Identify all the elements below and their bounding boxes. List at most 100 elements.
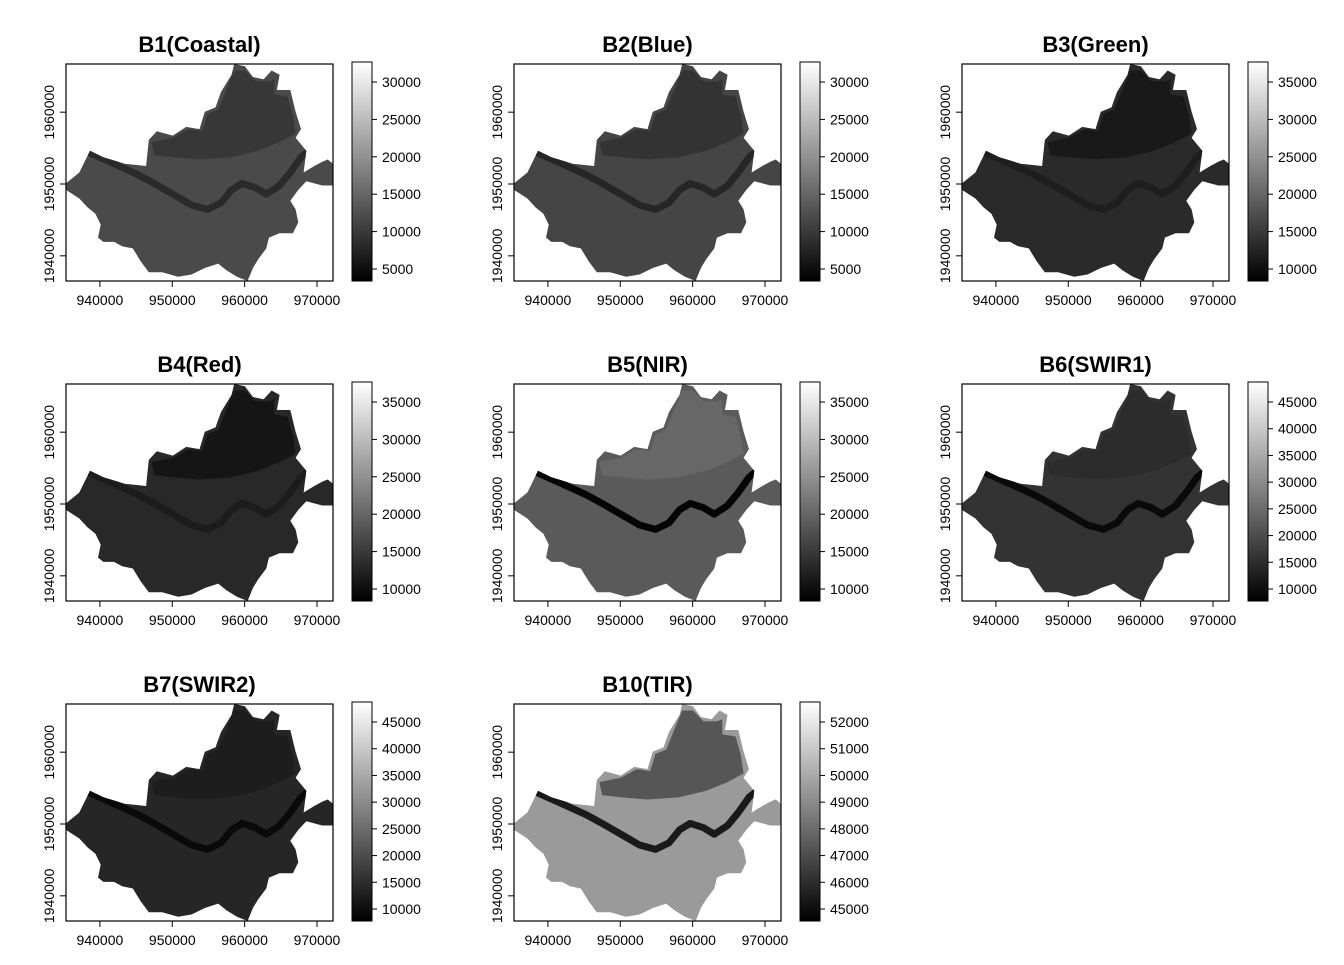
colorbar-label: 25000: [382, 821, 421, 837]
colorbar-label: 15000: [382, 544, 421, 560]
y-tick-label: 1950000: [489, 157, 505, 212]
colorbar-label: 52000: [830, 714, 869, 730]
x-tick-label: 970000: [742, 612, 789, 628]
y-tick-label: 1960000: [937, 85, 953, 140]
band-panel: B6(SWIR1) 940000 950000 960000 970000 1940000…: [937, 352, 1317, 628]
panel-title: B5(NIR): [607, 352, 688, 377]
colorbar-label: 10000: [382, 901, 421, 917]
colorbar: [1247, 381, 1269, 602]
colorbar-label: 5000: [830, 261, 861, 277]
raster-river: [982, 467, 1209, 533]
raster-north-region: [599, 390, 744, 480]
x-tick-label: 960000: [669, 612, 716, 628]
raster-detail: [982, 70, 1209, 213]
raster-detail: [534, 70, 761, 213]
colorbar-label: 30000: [382, 431, 421, 447]
colorbar-label: 20000: [382, 848, 421, 864]
x-tick-label: 970000: [294, 932, 341, 948]
y-tick-label: 1960000: [489, 725, 505, 780]
colorbar-label: 10000: [1278, 581, 1317, 597]
x-tick-label: 970000: [1190, 612, 1237, 628]
colorbar-label: 20000: [382, 149, 421, 165]
colorbar-label: 20000: [382, 506, 421, 522]
colorbar-label: 25000: [1278, 501, 1317, 517]
colorbar-label: 15000: [1278, 554, 1317, 570]
band-panel: B1(Coastal) 940000 950000 960000 970000 19400…: [41, 32, 421, 308]
x-tick-label: 970000: [294, 612, 341, 628]
plot-frame: [513, 383, 782, 602]
colorbar-label: 48000: [830, 821, 869, 837]
colorbar-label: 20000: [830, 149, 869, 165]
x-tick-label: 940000: [77, 932, 124, 948]
y-tick-label: 1960000: [41, 725, 57, 780]
colorbar-label: 49000: [830, 794, 869, 810]
colorbar-label: 35000: [830, 394, 869, 410]
colorbar: [799, 61, 821, 282]
y-tick-label: 1950000: [489, 797, 505, 852]
colorbar: [1247, 61, 1269, 282]
y-tick-label: 1940000: [937, 548, 953, 603]
y-tick-label: 1950000: [489, 477, 505, 532]
raster-north-region: [151, 70, 296, 160]
colorbar-label: 40000: [382, 741, 421, 757]
panel-title: B3(Green): [1042, 32, 1148, 57]
colorbar: [799, 381, 821, 602]
x-tick-label: 970000: [1190, 292, 1237, 308]
plot-frame: [513, 703, 782, 922]
colorbar: [351, 701, 373, 922]
y-tick-label: 1950000: [41, 157, 57, 212]
colorbar-label: 25000: [830, 469, 869, 485]
panel-title: B1(Coastal): [138, 32, 260, 57]
band-panel: B7(SWIR2) 940000 950000 960000 970000 1940000…: [41, 672, 421, 948]
colorbar: [351, 61, 373, 282]
x-tick-label: 960000: [669, 292, 716, 308]
plot-frame: [513, 63, 782, 282]
colorbar-label: 25000: [830, 111, 869, 127]
y-tick-label: 1960000: [489, 85, 505, 140]
plot-frame: [65, 63, 334, 282]
y-tick-label: 1950000: [41, 477, 57, 532]
x-tick-label: 950000: [1045, 292, 1092, 308]
colorbar-label: 30000: [382, 794, 421, 810]
colorbar-label: 30000: [1278, 474, 1317, 490]
x-tick-label: 950000: [597, 612, 644, 628]
y-tick-label: 1960000: [937, 405, 953, 460]
plot-frame: [961, 383, 1230, 602]
raster-north-region: [599, 70, 744, 160]
y-tick-label: 1940000: [489, 868, 505, 923]
colorbar-label: 30000: [382, 74, 421, 90]
y-tick-label: 1960000: [41, 85, 57, 140]
x-tick-label: 940000: [525, 932, 572, 948]
panel-title: B6(SWIR1): [1039, 352, 1151, 377]
raster-river: [86, 787, 313, 853]
colorbar-label: 35000: [1278, 74, 1317, 90]
colorbar-label: 10000: [1278, 261, 1317, 277]
x-tick-label: 940000: [973, 292, 1020, 308]
y-tick-label: 1950000: [41, 797, 57, 852]
x-tick-label: 940000: [525, 612, 572, 628]
y-tick-label: 1950000: [937, 477, 953, 532]
x-tick-label: 940000: [973, 612, 1020, 628]
colorbar: [351, 381, 373, 602]
raster-river: [86, 147, 313, 213]
panel-title: B4(Red): [157, 352, 241, 377]
colorbar: [799, 701, 821, 922]
colorbar-label: 10000: [830, 224, 869, 240]
y-tick-label: 1940000: [41, 548, 57, 603]
x-tick-label: 960000: [221, 612, 268, 628]
colorbar-label: 46000: [830, 874, 869, 890]
colorbar-label: 20000: [1278, 528, 1317, 544]
x-tick-label: 960000: [1117, 292, 1164, 308]
colorbar-label: 15000: [1278, 224, 1317, 240]
plot-frame: [961, 63, 1230, 282]
colorbar-label: 45000: [830, 901, 869, 917]
colorbar-label: 10000: [382, 224, 421, 240]
x-tick-label: 960000: [221, 932, 268, 948]
raster-north-region: [1047, 70, 1192, 160]
raster-detail: [86, 70, 313, 213]
colorbar-label: 30000: [830, 431, 869, 447]
raster-river: [982, 147, 1209, 213]
x-tick-label: 970000: [742, 932, 789, 948]
colorbar-label: 15000: [830, 186, 869, 202]
